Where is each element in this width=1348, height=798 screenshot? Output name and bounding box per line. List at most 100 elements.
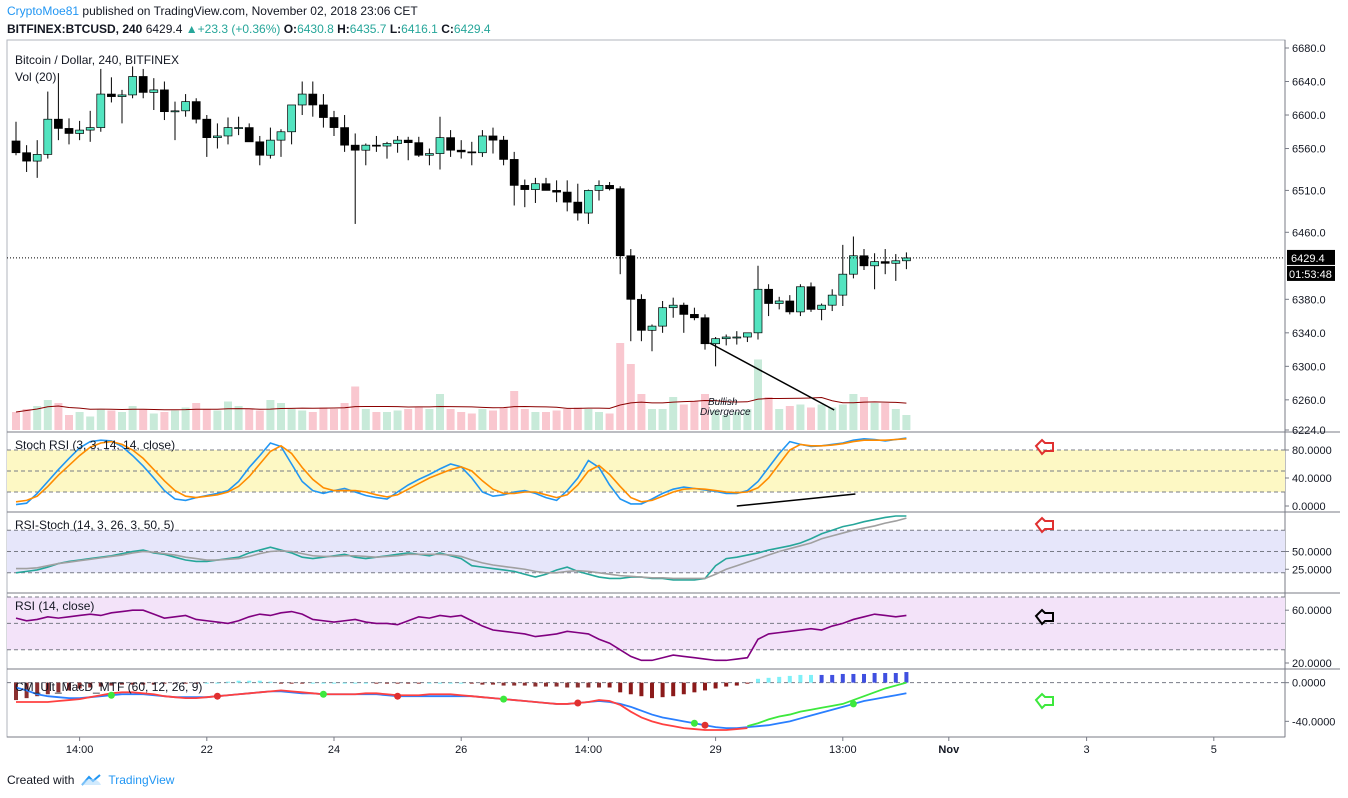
chart-area[interactable]: 6429.4 01:53:48 6680.0 6640.0 6600.0 6560.0 65… <box>0 0 1348 760</box>
volume-bar <box>414 407 423 430</box>
macd-histogram-bar <box>374 682 379 684</box>
indicator-title: Stoch RSI (3, 3, 14, 14, close) <box>15 438 175 452</box>
macd-histogram-bar <box>109 682 114 686</box>
volume-bar <box>520 409 529 430</box>
footer: Created with TradingView <box>7 773 174 787</box>
volume-bar <box>838 404 847 430</box>
macd-histogram-bar <box>554 682 559 687</box>
volume-bar <box>510 391 519 430</box>
candle-body <box>64 128 74 134</box>
candle-body <box>287 104 296 133</box>
macd-histogram-bar <box>173 682 177 684</box>
macd-histogram-bar <box>650 682 654 699</box>
macd-histogram-bar <box>279 682 283 684</box>
volume-bar <box>181 407 190 430</box>
time-axis-label: 26 <box>455 744 467 756</box>
macd-histogram-bar <box>660 682 665 698</box>
author-link[interactable]: CryptoMoe81 <box>7 4 80 18</box>
macd-histogram-bar <box>14 682 18 701</box>
countdown-label: 01:53:48 <box>1289 269 1332 281</box>
low-label: L: <box>389 22 402 36</box>
up-triangle-icon: ▲ <box>185 22 198 36</box>
macd-histogram-bar <box>893 673 898 683</box>
volume-bar <box>764 397 773 430</box>
candle-body <box>806 286 816 310</box>
macd-histogram-bar <box>215 682 220 684</box>
macd-axis-label: -40.0000 <box>1292 716 1335 728</box>
volume-bar <box>266 400 275 430</box>
candle-body <box>658 307 667 327</box>
candle-body <box>149 89 159 93</box>
candle-body <box>244 127 254 143</box>
price-axis-label: 6510.0 <box>1292 185 1326 197</box>
volume-bar <box>234 406 243 430</box>
annotation-line-2: Divergence <box>700 407 751 418</box>
volume-bar <box>255 410 264 430</box>
volume-bar <box>701 394 709 430</box>
volume-bar <box>308 412 317 430</box>
macd-cross-dot <box>213 692 221 700</box>
macd-histogram-bar <box>618 682 623 693</box>
candle-body <box>319 104 328 118</box>
macd-histogram-bar <box>98 682 103 687</box>
candle-body <box>690 314 699 319</box>
macd-histogram-bar <box>904 672 909 683</box>
volume-bar <box>732 412 741 430</box>
macd-histogram-bar <box>586 682 591 688</box>
candle-body <box>382 143 392 147</box>
time-axis-label: 3 <box>1084 744 1090 756</box>
volume-bar <box>277 403 285 430</box>
volume-bar <box>128 406 137 430</box>
indicator-axis-label: 25.0000 <box>1292 564 1332 576</box>
macd-histogram-bar <box>681 682 686 695</box>
candle-body <box>107 93 116 97</box>
last-price-tag-label: 6429.4 <box>1291 253 1325 265</box>
volume-bar <box>383 412 391 430</box>
macd-histogram-bar <box>353 682 358 684</box>
indicator-axis-label: 0.0000 <box>1292 501 1326 513</box>
open-label: O: <box>283 22 298 36</box>
macd-histogram-bar <box>756 678 760 683</box>
price-axis-label: 6224.0 <box>1292 425 1326 437</box>
candle-body <box>584 190 593 214</box>
price-change: +23.3 (+0.36%) <box>197 22 281 36</box>
divergence-stoch-line <box>736 493 856 507</box>
tradingview-logo-icon <box>81 774 102 786</box>
low-value: 6416.1 <box>401 22 438 36</box>
candle-body <box>202 118 212 138</box>
macd-histogram-bar <box>830 674 835 683</box>
last-price-tag <box>1287 249 1335 265</box>
indicator-axis-label: 80.0000 <box>1292 445 1332 457</box>
macd-cross-dot <box>394 692 402 700</box>
volume-bar <box>849 394 858 430</box>
candle-body <box>531 183 540 190</box>
candle-body <box>191 101 201 120</box>
tradingview-link[interactable]: TradingView <box>108 773 175 787</box>
price-axis-label: 6680.0 <box>1292 43 1326 55</box>
candle-body <box>902 257 911 262</box>
macd-histogram-bar <box>872 673 877 683</box>
macd-histogram-bar <box>883 673 888 683</box>
candle-body <box>849 255 858 275</box>
volume-bar <box>340 403 349 430</box>
volume-bar <box>65 415 73 430</box>
macd-series-line <box>747 681 907 728</box>
candle-body <box>743 332 752 338</box>
macd-histogram-bar <box>480 682 485 685</box>
candle-body <box>255 141 265 156</box>
macd-histogram-bar <box>809 674 813 683</box>
volume-bar <box>531 412 540 430</box>
candle-body <box>467 151 477 154</box>
volume-bar <box>542 412 550 430</box>
volume-bar <box>245 409 254 430</box>
annotation-line-1: Bullish <box>708 397 738 408</box>
volume-bar <box>118 412 126 430</box>
volume-bar <box>616 343 625 430</box>
created-with-label: Created with <box>7 773 75 787</box>
volume-bar <box>669 397 678 430</box>
candle-body <box>562 191 572 203</box>
volume-bar <box>171 410 179 430</box>
macd-histogram-bar <box>35 682 40 697</box>
volume-bar <box>489 410 497 430</box>
volume-bar <box>902 415 911 430</box>
